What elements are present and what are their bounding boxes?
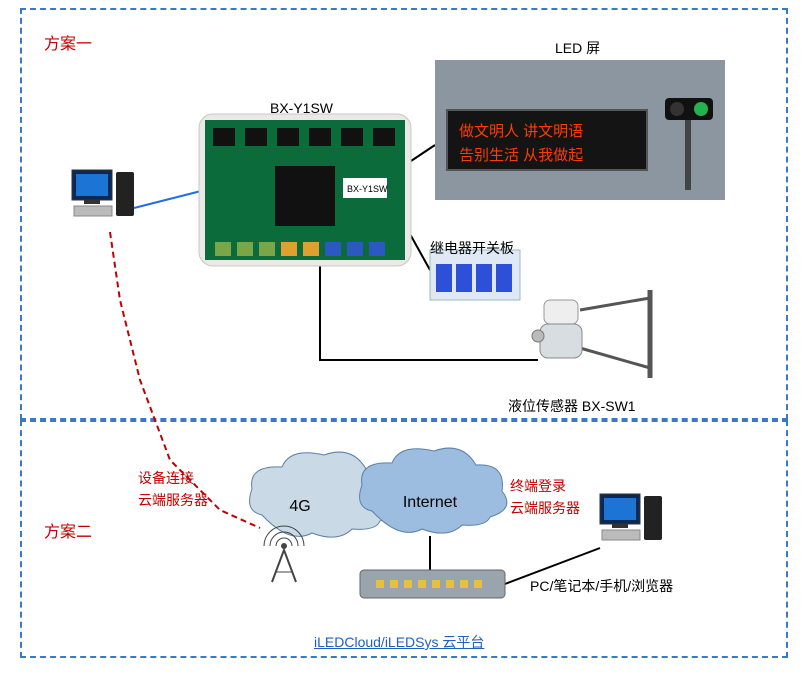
level-sensor — [532, 290, 650, 378]
pc-icon — [72, 170, 134, 216]
bx-y1sw-board: BX-Y1SW — [199, 114, 411, 266]
device-cloud-l2: 云端服务器 — [138, 490, 208, 510]
svg-text:4G: 4G — [289, 498, 310, 515]
relay-label: 继电器开关板 — [430, 238, 514, 258]
terminal-cloud-l2: 云端服务器 — [510, 498, 580, 518]
line-pc1_board — [134, 190, 205, 208]
led-screen: 做文明人 讲文明语告别生活 从我做起 — [435, 60, 725, 200]
pc-icon — [600, 494, 662, 540]
svg-text:BX-Y1SW: BX-Y1SW — [347, 184, 388, 194]
svg-text:告别生活 从我做起: 告别生活 从我做起 — [459, 147, 583, 164]
cloud-internet: Internet — [360, 448, 507, 533]
pc2-label: PC/笔记本/手机/浏览器 — [530, 576, 673, 596]
led-label: LED 屏 — [555, 38, 600, 58]
board-label: BX-Y1SW — [270, 100, 333, 116]
device-cloud-l1: 设备连接 — [138, 468, 194, 488]
svg-text:Internet: Internet — [403, 494, 458, 511]
terminal-cloud-l1: 终端登录 — [510, 476, 566, 496]
network-switch — [360, 570, 505, 598]
sensor-label: 液位传感器 BX-SW1 — [508, 396, 636, 416]
svg-text:做文明人 讲文明语: 做文明人 讲文明语 — [459, 123, 583, 140]
